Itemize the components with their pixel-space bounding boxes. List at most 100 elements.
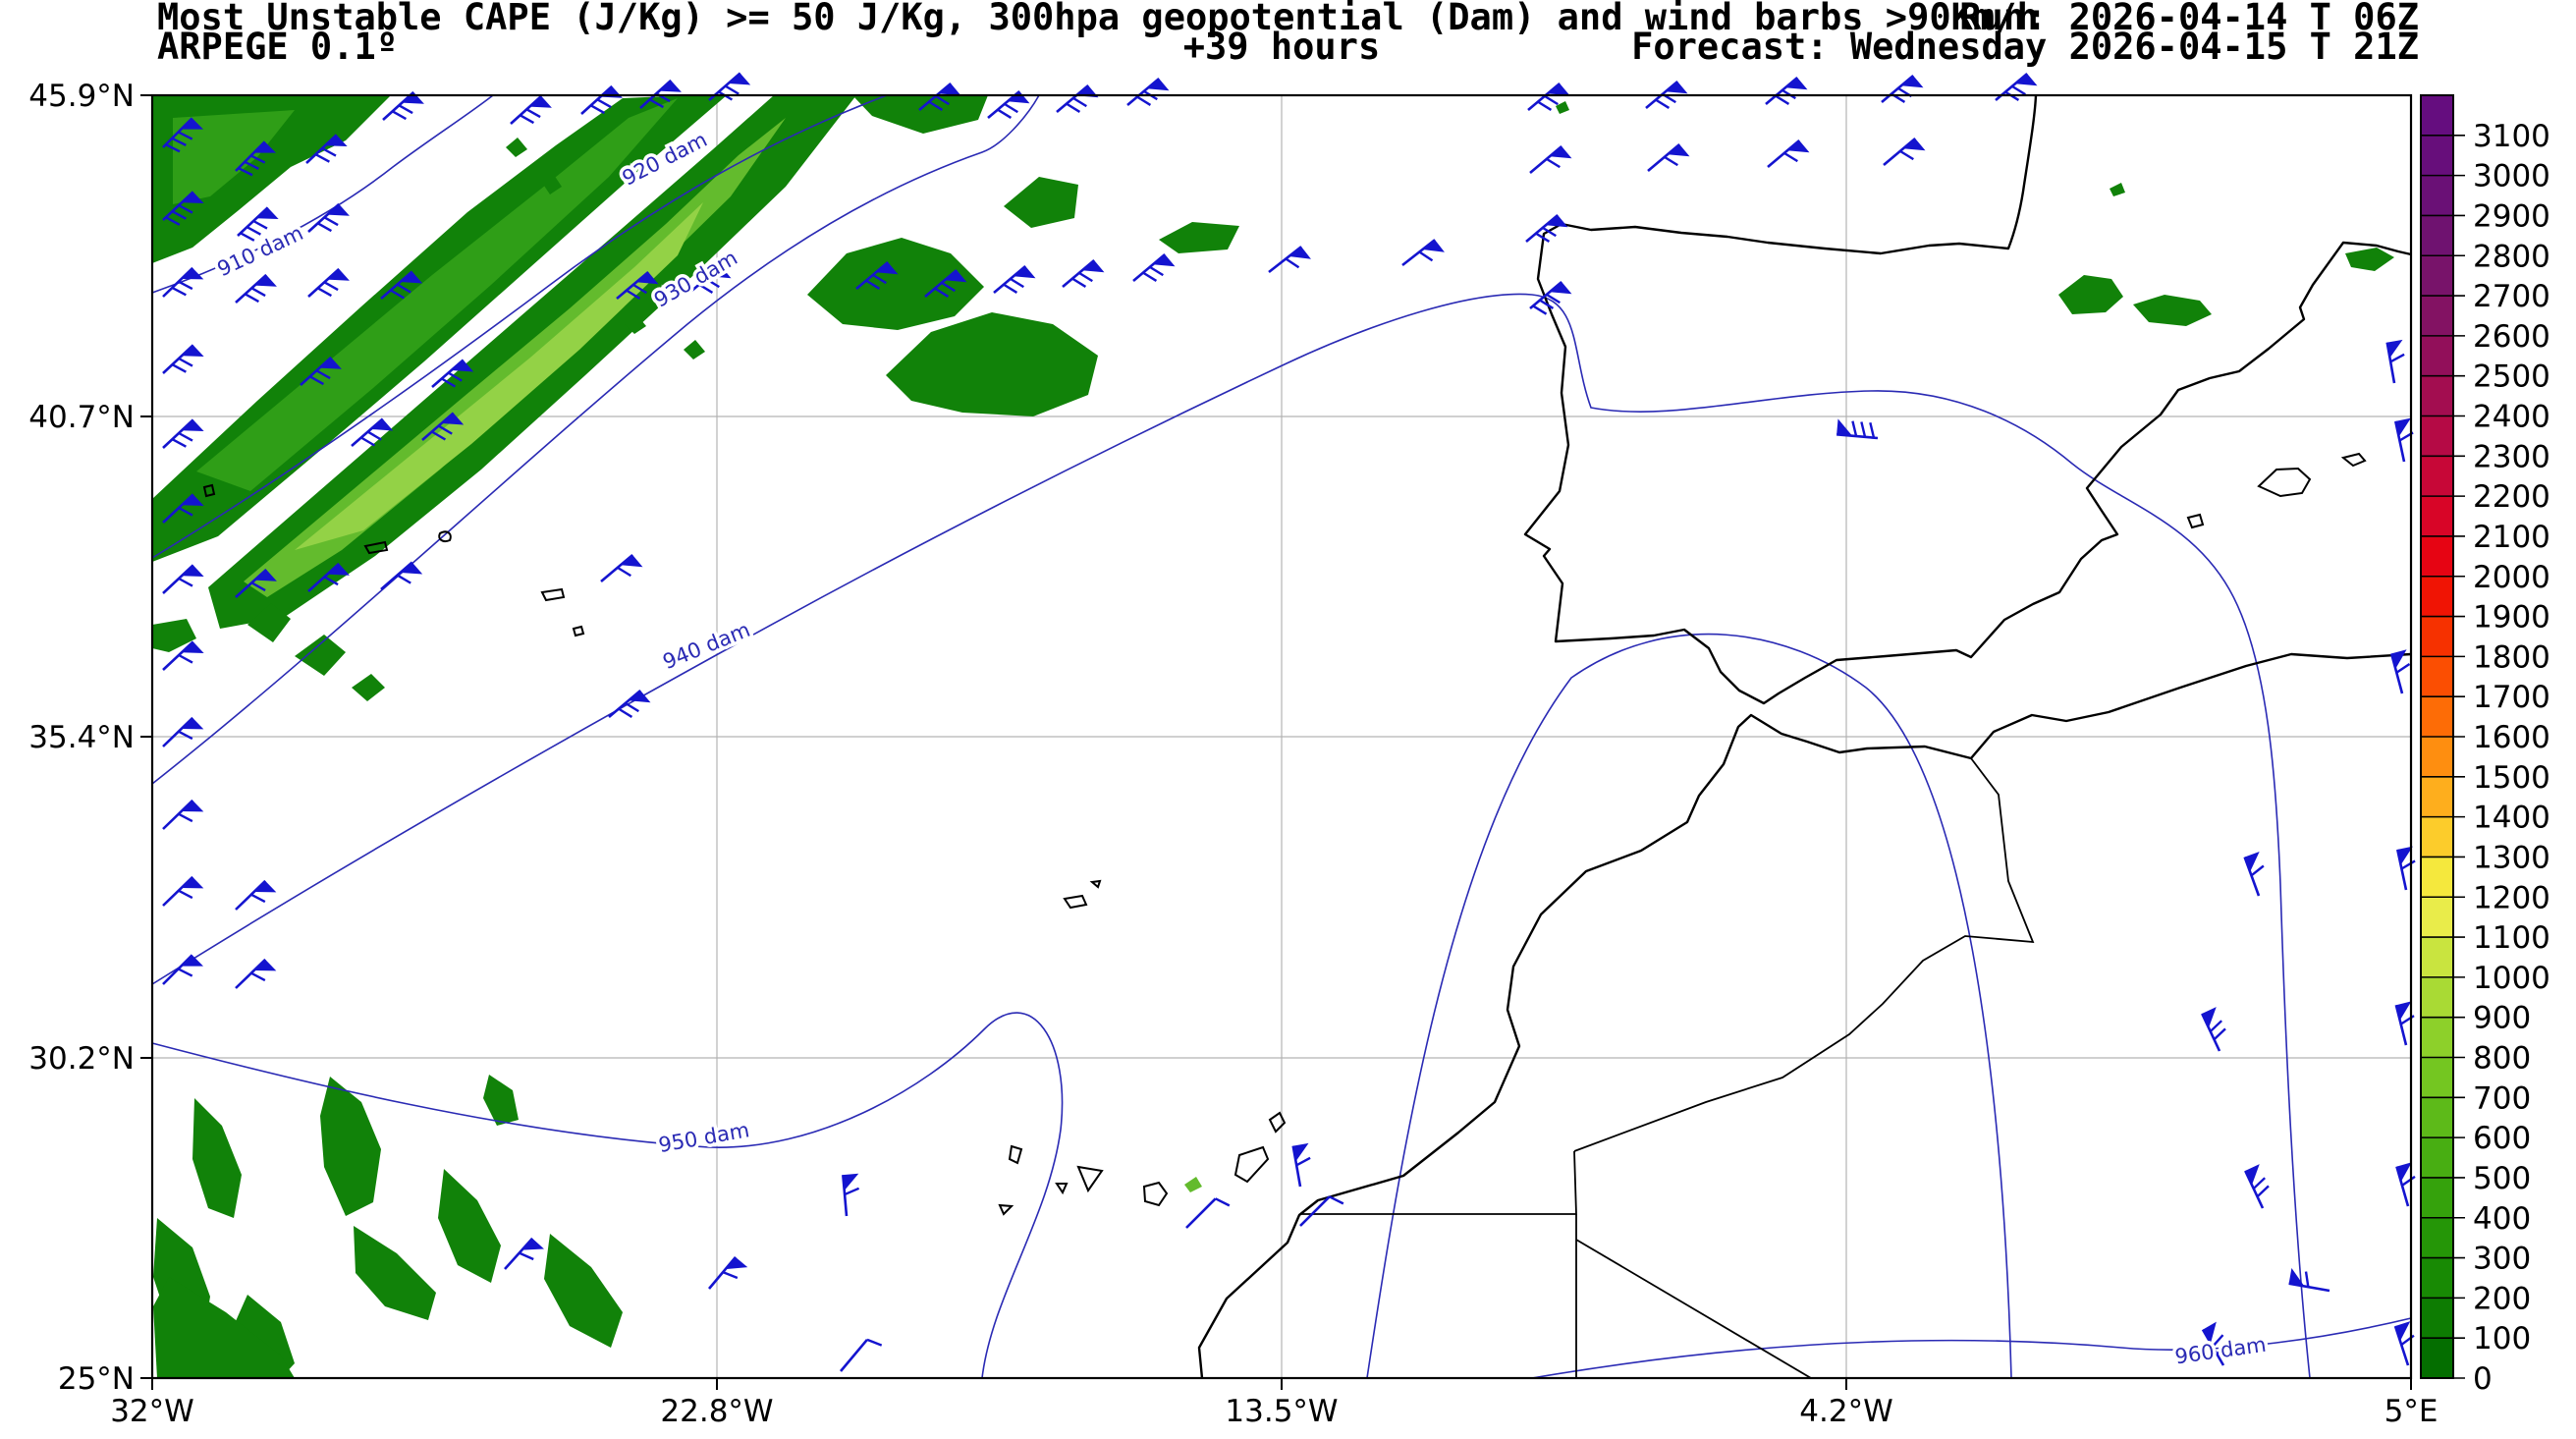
colorbar-segment: [2421, 415, 2453, 457]
wind-barb: [235, 273, 277, 304]
island-outline: [1233, 1145, 1270, 1184]
colorbar-tick-label: 2300: [2473, 439, 2550, 474]
cape-patch: [2058, 275, 2123, 314]
wind-barb: [2389, 649, 2411, 694]
geopotential-contour: [1531, 1317, 2412, 1379]
colorbar-segment: [2421, 95, 2453, 137]
island-outline: [1063, 894, 1088, 910]
wind-barb: [1401, 239, 1445, 267]
wind-barb: [1765, 77, 1808, 105]
colorbar-tick-label: 1000: [2473, 961, 2550, 996]
wind-barb: [162, 716, 204, 747]
island-outline: [1089, 879, 1102, 889]
wind-barb: [351, 417, 394, 447]
colorbar-segment: [2421, 1017, 2453, 1059]
colorbar-segment: [2421, 1257, 2453, 1299]
colorbar-segment: [2421, 976, 2453, 1019]
colorbar-tick-label: 800: [2473, 1041, 2531, 1077]
island-outline: [2257, 467, 2312, 498]
y-tick-label: 25°N: [58, 1361, 135, 1397]
cape-patch: [295, 635, 346, 676]
wind-barb: [840, 1338, 883, 1372]
wind-barb: [307, 562, 350, 592]
colorbar-segment: [2421, 175, 2453, 217]
run-timestamp: Run: 2026-04-14 T 06Z: [1959, 0, 2419, 38]
wind-barb: [162, 191, 204, 226]
contour-label: 940 dam: [660, 618, 754, 674]
wind-barb: [300, 356, 342, 386]
wind-barb: [1268, 246, 1311, 274]
island-outline: [2186, 513, 2205, 529]
wind-barb: [1185, 1197, 1231, 1229]
island-outline: [1055, 1183, 1069, 1195]
cape-patch: [1556, 101, 1569, 114]
colorbar-tick-label: 500: [2473, 1161, 2531, 1196]
colorbar-segment: [2421, 375, 2453, 417]
colorbar-segment: [2421, 576, 2453, 618]
coastline: [1523, 94, 2412, 705]
colorbar-tick-label: 2400: [2473, 400, 2550, 435]
colorbar-segment: [2421, 1177, 2453, 1219]
geopotential-contour: [151, 94, 494, 294]
colorbar-tick-label: 2800: [2473, 239, 2550, 274]
wind-barb: [2244, 1164, 2270, 1209]
cape-patch: [1004, 177, 1078, 228]
colorbar-tick-label: 2600: [2473, 319, 2550, 355]
wind-barb: [1132, 253, 1176, 282]
colorbar-tick-label: 600: [2473, 1121, 2531, 1156]
wind-barb: [504, 1237, 544, 1270]
contour-label: 960 dam: [2173, 1333, 2268, 1369]
wind-barb: [235, 568, 277, 598]
wind-barb: [235, 879, 277, 911]
wind-barb: [1767, 139, 1810, 168]
wind-barb: [162, 117, 204, 153]
island-outline: [572, 625, 585, 637]
colorbar-segment: [2421, 1137, 2453, 1179]
wind-barb: [1881, 75, 1924, 103]
colorbar-tick-label: 900: [2473, 1001, 2531, 1036]
model-label: ARPEGE 0.1º: [157, 26, 399, 68]
colorbar-segment: [2421, 335, 2453, 377]
island-outline: [2340, 452, 2367, 468]
colorbar-tick-label: 100: [2473, 1321, 2531, 1356]
island-outline: [1268, 1111, 1287, 1134]
island-outline: [438, 530, 452, 543]
colorbar-segment: [2421, 255, 2453, 297]
colorbar-tick-label: 1800: [2473, 639, 2550, 675]
wind-barb: [162, 418, 204, 449]
cape-patch: [2110, 183, 2125, 196]
geopotential-contour: [151, 293, 2311, 1379]
forecast-timestamp: Forecast: Wednesday 2026-04-15 T 21Z: [1631, 26, 2419, 68]
colorbar-segment: [2421, 215, 2453, 256]
cape-patch: [625, 314, 646, 334]
wind-barb: [1525, 214, 1568, 243]
wind-barb: [2393, 1321, 2415, 1366]
colorbar-segment: [2421, 1057, 2453, 1098]
wind-barb: [162, 564, 204, 594]
colorbar-tick-label: 1100: [2473, 920, 2550, 956]
cape-patch: [2345, 248, 2394, 271]
contour-label: 950 dam: [657, 1118, 751, 1157]
wind-barb: [305, 134, 348, 164]
wind-barb: [1291, 1142, 1311, 1188]
wind-barb: [510, 94, 552, 125]
wind-barb: [608, 690, 651, 718]
country-border: [1575, 1239, 1812, 1379]
wind-barb: [1647, 143, 1690, 172]
cape-patch: [886, 312, 1098, 416]
wind-barb: [431, 359, 474, 388]
wind-barb: [1126, 78, 1170, 106]
colorbar-tick-label: 2500: [2473, 360, 2550, 395]
island-outline: [363, 540, 389, 555]
island-outline: [540, 587, 566, 602]
colorbar-tick-label: 1300: [2473, 840, 2550, 875]
wind-barb: [235, 958, 277, 989]
x-tick-label: 22.8°W: [660, 1394, 773, 1429]
wind-barb: [2395, 846, 2416, 891]
cape-patch: [2133, 295, 2212, 326]
colorbar-segment: [2421, 296, 2453, 337]
colorbar-tick-label: 2700: [2473, 279, 2550, 314]
colorbar-segment: [2421, 897, 2453, 938]
wind-barb: [382, 90, 424, 121]
